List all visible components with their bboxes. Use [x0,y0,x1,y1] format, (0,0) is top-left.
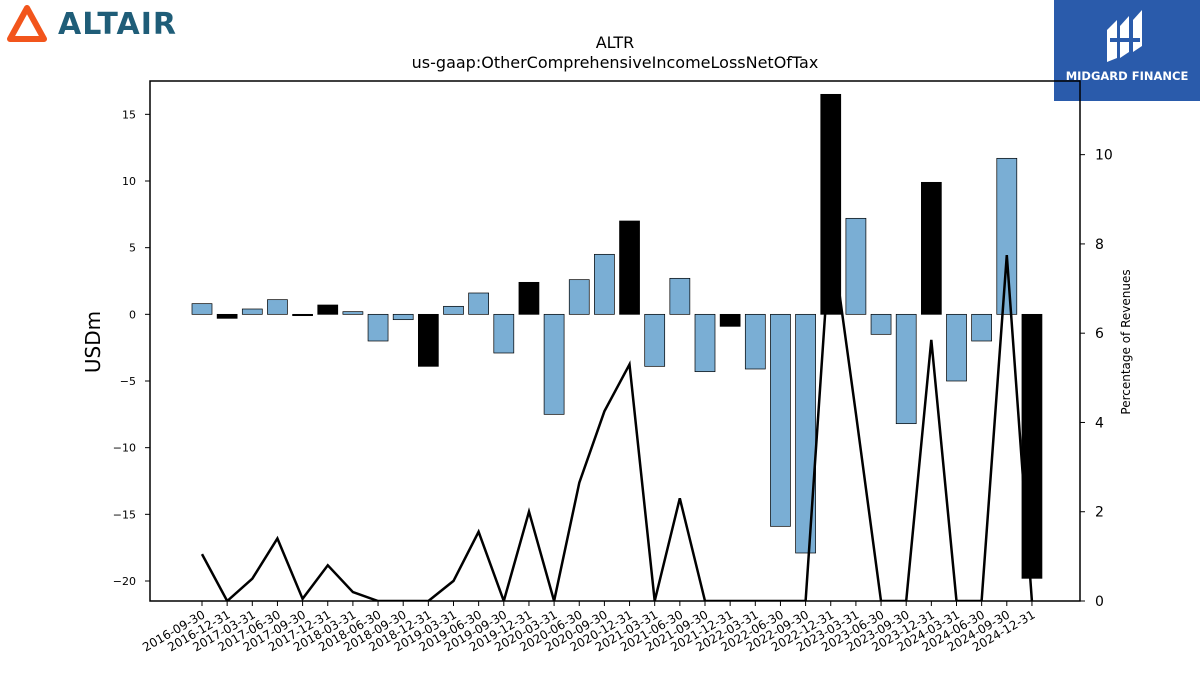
bar [719,313,741,327]
bar [267,299,288,315]
y2-tick-label: 8 [1095,237,1104,253]
midgard-mark-icon [1107,10,1142,62]
y-tick-label: −10 [113,442,136,455]
bar [443,305,464,315]
y-tick-label: −20 [113,575,136,588]
bar [996,157,1018,315]
bar [795,313,816,554]
bar [870,313,892,335]
y2-axis-label: Percentage of Revenues [1119,269,1133,414]
y2-tick-label: 6 [1095,326,1104,342]
bar [241,308,263,315]
bar [770,313,791,527]
y-tick-label: 15 [122,108,136,121]
bar [594,253,615,315]
bar [342,311,364,315]
bar [644,313,666,367]
bar [418,313,439,367]
bar [619,220,640,315]
bar [216,313,238,319]
bar [543,313,565,415]
bar [971,313,993,342]
bar [1021,313,1043,579]
bar [946,313,967,382]
bar [744,313,766,370]
bar [895,313,917,425]
midgard-finance-logo: MIDGARD FINANCE [1054,0,1200,101]
altair-logo: ALTAIR [6,4,177,44]
bar [669,277,691,315]
bar [694,313,716,373]
y2-tick-label: 2 [1095,505,1104,521]
midgard-wordmark: MIDGARD FINANCE [1065,69,1189,83]
y-tick-label: 10 [122,175,136,188]
y2-tick-label: 0 [1095,594,1104,610]
bar [845,217,867,315]
plot-frame [149,80,1081,602]
bar [367,313,389,342]
bar [392,313,414,321]
y2-tick-label: 4 [1095,415,1104,431]
y-tick-label: −15 [113,508,136,521]
y-tick-label: 0 [129,308,136,321]
bar [568,279,590,315]
bar [920,181,942,315]
altair-mark-icon [7,5,47,42]
y-axis-label: USDm [81,311,105,373]
bar [292,313,313,317]
y2-tick-label: 10 [1095,148,1113,164]
y-tick-label: −5 [120,375,136,388]
chart-title: ALTR [596,33,635,52]
bar [317,304,339,315]
bar [493,313,515,354]
bar [468,292,489,315]
bar [191,303,213,315]
y-tick-label: 5 [129,242,136,255]
bar [518,281,540,315]
chart-subtitle: us-gaap:OtherComprehensiveIncomeLossNetO… [412,53,819,72]
revenue-percentage-line [200,230,1034,601]
altair-wordmark: ALTAIR [58,6,177,42]
